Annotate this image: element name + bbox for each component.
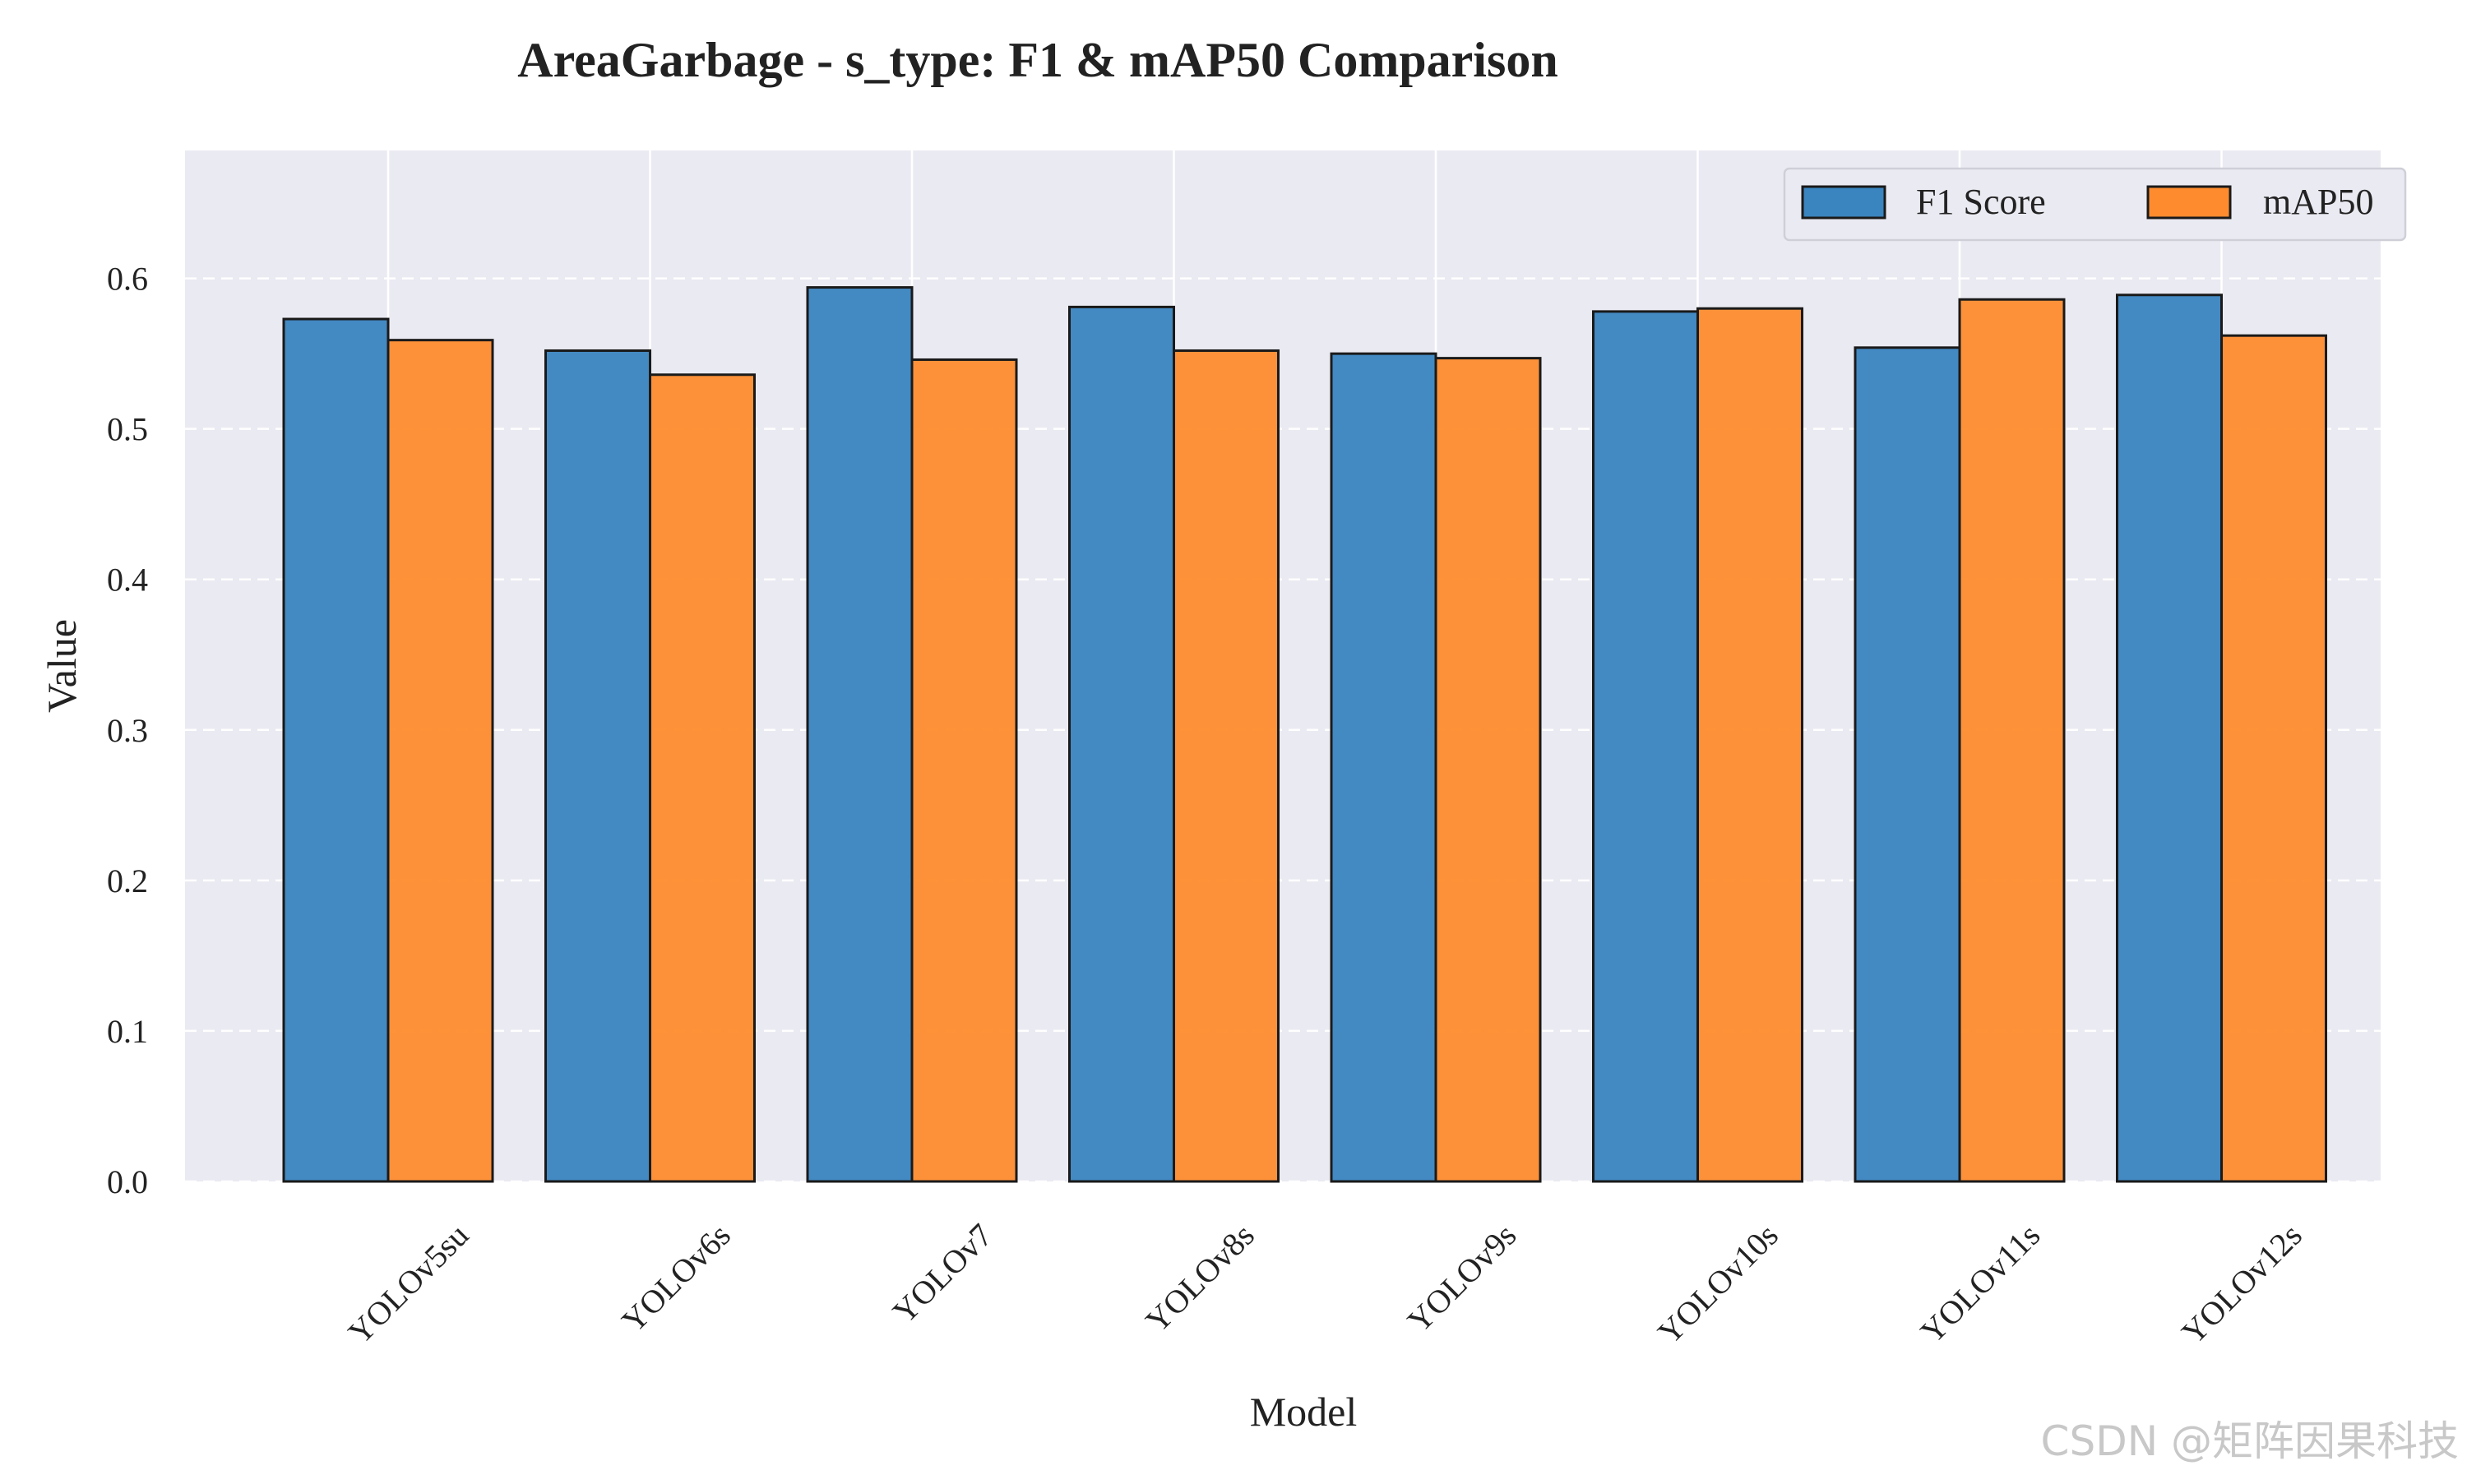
watermark: CSDN @矩阵因果科技: [2041, 1417, 2459, 1465]
legend: F1 Score mAP50: [1783, 167, 2407, 242]
y-axis-ticks: 0.0 0.1 0.2 0.3 0.4 0.5 0.6: [107, 261, 148, 1200]
x-tick-label: YOLOv11s: [1914, 1217, 2048, 1351]
bar-map50-yolov5su: [386, 339, 494, 1183]
bar-map50-yolov10s: [1696, 307, 1803, 1183]
bar-map50-yolov7: [910, 358, 1018, 1183]
x-tick-label: YOLOv7: [886, 1217, 1000, 1331]
bar-f1-yolov5su: [282, 317, 390, 1183]
y-tick-label: 0.1: [107, 1013, 148, 1050]
legend-label-f1: F1 Score: [1916, 182, 2046, 222]
legend-box: [1783, 167, 2407, 242]
legend-swatch-map50: [2146, 185, 2232, 220]
bar-f1-yolov8s: [1068, 305, 1175, 1183]
bar-f1-yolov7: [806, 286, 914, 1183]
bar-f1-yolov12s: [2116, 294, 2223, 1183]
x-tick-label: YOLOv6s: [614, 1217, 738, 1340]
bar-map50-yolov6s: [649, 373, 756, 1183]
bar-f1-yolov6s: [544, 349, 651, 1183]
x-tick-label: YOLOv8s: [1138, 1217, 1261, 1340]
legend-label-map50: mAP50: [2263, 182, 2373, 222]
bar-map50-yolov11s: [1958, 298, 2066, 1183]
y-tick-label: 0.5: [107, 411, 148, 448]
x-tick-label: YOLOv10s: [1650, 1217, 1785, 1352]
y-axis-label: Value: [39, 619, 85, 713]
y-tick-label: 0.4: [107, 562, 148, 599]
bars: [282, 286, 2327, 1183]
bar-map50-yolov8s: [1173, 349, 1280, 1183]
bar-map50-yolov9s: [1434, 357, 1542, 1183]
x-tick-label: YOLOv12s: [2174, 1217, 2309, 1352]
x-tick-label: YOLOv5su: [341, 1217, 476, 1352]
x-axis-ticks: YOLOv5su YOLOv6s YOLOv7 YOLOv8s YOLOv9s YOLOv…: [341, 1217, 2309, 1352]
bar-f1-yolov9s: [1330, 352, 1437, 1183]
chart-title: AreaGarbage - s_type: F1 & mAP50 Compari…: [517, 33, 1557, 87]
y-tick-label: 0.3: [107, 712, 148, 749]
bar-f1-yolov11s: [1854, 346, 1961, 1183]
y-tick-label: 0.2: [107, 862, 148, 899]
bar-map50-yolov12s: [2220, 334, 2327, 1183]
x-axis-label: Model: [1250, 1389, 1358, 1435]
legend-swatch-f1: [1801, 185, 1886, 220]
bar-f1-yolov10s: [1592, 310, 1699, 1183]
x-tick-label: YOLOv9s: [1400, 1217, 1524, 1340]
y-tick-label: 0.6: [107, 261, 148, 298]
y-tick-label: 0.0: [107, 1163, 148, 1200]
